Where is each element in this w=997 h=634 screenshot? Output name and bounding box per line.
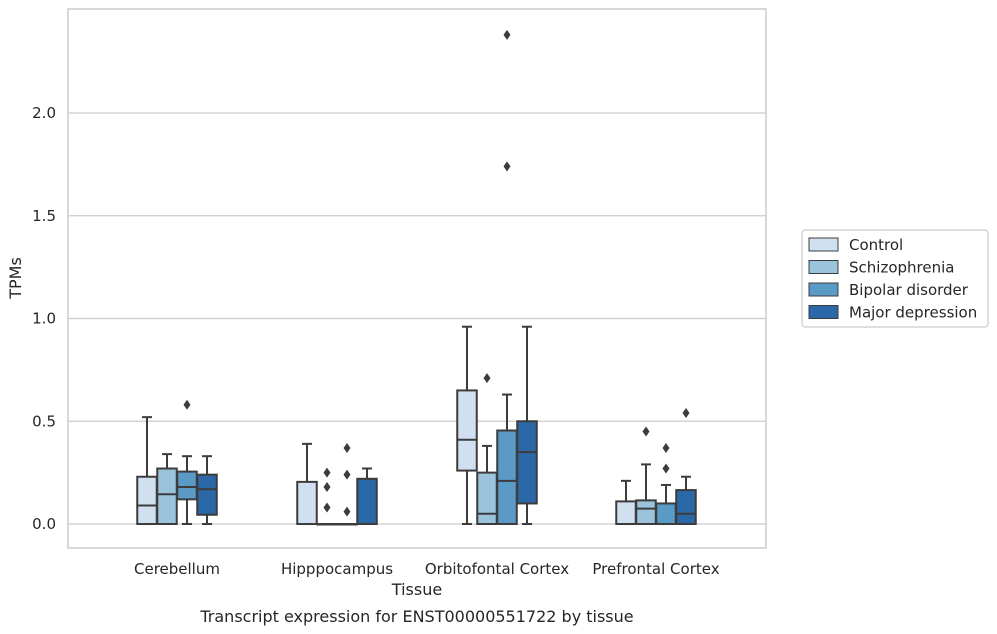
x-axis-label: Tissue [391, 580, 442, 599]
x-tick-label: Hipppocampus [281, 560, 393, 578]
box-major-depression-cerebellum [196, 455, 218, 525]
box-bipolar-disorder-hipppocampus [336, 442, 358, 526]
box-bipolar-disorder-orbitofontal-cortex [496, 29, 518, 525]
outlier-point [662, 463, 670, 474]
outlier-point [682, 408, 690, 419]
legend-label: Control [849, 236, 903, 254]
box-major-depression-hipppocampus [356, 467, 378, 526]
outlier-point [183, 399, 191, 410]
x-tick-label: Orbitofontal Cortex [425, 560, 569, 578]
plot-frame [67, 8, 767, 549]
box-bipolar-disorder-prefrontal-cortex [655, 442, 677, 526]
y-tick-label: 2.0 [32, 104, 56, 122]
y-tick-label: 0.0 [32, 515, 56, 533]
box-control-hipppocampus [296, 442, 318, 525]
box-control-cerebellum [136, 416, 158, 525]
y-tick-label: 0.5 [32, 412, 56, 430]
legend-label: Major depression [849, 304, 977, 322]
legend-swatch [808, 237, 839, 252]
y-axis-label: TPMs [6, 257, 25, 300]
legend: Control Schizophrenia Bipolar disorder Majo… [801, 229, 989, 328]
outlier-point [662, 442, 670, 453]
y-tick-label: 1.5 [32, 207, 56, 225]
box-major-depression-orbitofontal-cortex [516, 325, 538, 525]
box-control-orbitofontal-cortex [456, 325, 478, 525]
y-axis-ticks: 0.0 0.5 1.0 1.5 2.0 [32, 104, 56, 533]
box-bipolar-disorder-cerebellum [176, 399, 198, 525]
box-schizophrenia-hipppocampus [316, 467, 338, 526]
legend-swatch [808, 305, 839, 319]
grid-lines [68, 112, 766, 525]
legend-swatch [808, 260, 839, 274]
x-tick-label: Cerebellum [134, 560, 220, 578]
outlier-point [343, 506, 351, 517]
boxes [136, 29, 697, 526]
outlier-point [323, 502, 331, 513]
box-schizophrenia-prefrontal-cortex [635, 426, 657, 525]
x-tick-label: Prefrontal Cortex [592, 560, 719, 578]
outlier-point [642, 426, 650, 437]
figure-caption: Transcript expression for ENST0000055172… [199, 607, 633, 626]
outlier-point [503, 29, 511, 40]
outlier-point [503, 161, 511, 172]
x-axis-ticks: Cerebellum Hipppocampus Orbitofontal Corte… [134, 560, 720, 578]
legend-label: Schizophrenia [849, 259, 954, 277]
outlier-point [343, 469, 351, 480]
outlier-point [323, 467, 331, 478]
legend-label: Bipolar disorder [849, 281, 969, 299]
outlier-point [323, 482, 331, 493]
box-schizophrenia-cerebellum [156, 453, 178, 526]
box-control-prefrontal-cortex [615, 479, 637, 525]
y-tick-label: 1.0 [32, 310, 56, 328]
outlier-point [343, 442, 351, 453]
box-schizophrenia-orbitofontal-cortex [476, 373, 498, 525]
box-major-depression-prefrontal-cortex [675, 408, 697, 525]
outlier-point [483, 373, 491, 384]
legend-swatch [808, 282, 839, 297]
